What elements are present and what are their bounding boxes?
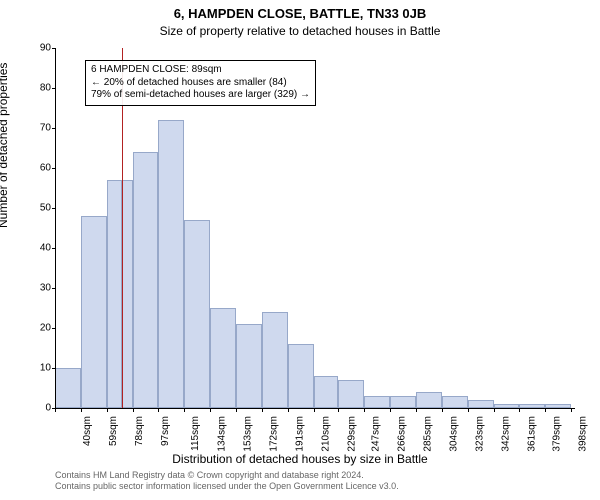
histogram-bar	[288, 344, 314, 408]
x-tick	[468, 408, 469, 412]
histogram-bar	[210, 308, 236, 408]
y-tick	[52, 168, 56, 169]
x-tick-label: 59sqm	[108, 416, 119, 446]
annotation-box: 6 HAMPDEN CLOSE: 89sqm ← 20% of detached…	[85, 60, 316, 106]
y-tick	[52, 288, 56, 289]
histogram-bar	[314, 376, 339, 408]
y-tick-label: 0	[11, 403, 51, 414]
attribution-line1: Contains HM Land Registry data © Crown c…	[55, 470, 399, 481]
x-tick	[236, 408, 237, 412]
histogram-bar	[338, 380, 364, 408]
x-tick	[314, 408, 315, 412]
x-tick	[494, 408, 495, 412]
histogram-bar	[184, 220, 210, 408]
x-tick	[133, 408, 134, 412]
x-tick-label: 210sqm	[320, 416, 331, 452]
x-tick	[519, 408, 520, 412]
x-tick-label: 78sqm	[134, 416, 145, 446]
x-tick-label: 342sqm	[501, 416, 512, 452]
annotation-line1: 6 HAMPDEN CLOSE: 89sqm	[91, 64, 310, 77]
attribution-line2: Contains public sector information licen…	[55, 481, 399, 492]
chart-subtitle: Size of property relative to detached ho…	[0, 24, 600, 38]
x-tick	[158, 408, 159, 412]
x-tick-label: 266sqm	[397, 416, 408, 452]
x-tick-label: 247sqm	[371, 416, 382, 452]
x-tick	[210, 408, 211, 412]
annotation-line2: ← 20% of detached houses are smaller (84…	[91, 77, 310, 90]
x-tick-label: 323sqm	[475, 416, 486, 452]
y-tick-label: 40	[11, 243, 51, 254]
y-tick	[52, 88, 56, 89]
histogram-bar	[81, 216, 107, 408]
x-tick	[107, 408, 108, 412]
x-tick	[571, 408, 572, 412]
histogram-bar	[55, 368, 81, 408]
histogram-bar	[442, 396, 468, 408]
histogram-bar	[158, 120, 184, 408]
y-tick-label: 10	[11, 363, 51, 374]
y-tick-label: 90	[11, 43, 51, 54]
property-size-chart: 6, HAMPDEN CLOSE, BATTLE, TN33 0JB Size …	[0, 0, 600, 500]
x-tick	[184, 408, 185, 412]
x-tick	[338, 408, 339, 412]
histogram-bar	[107, 180, 122, 408]
y-tick	[52, 128, 56, 129]
x-tick	[442, 408, 443, 412]
histogram-bar	[390, 396, 416, 408]
x-tick-label: 191sqm	[294, 416, 305, 452]
attribution-text: Contains HM Land Registry data © Crown c…	[55, 470, 399, 492]
x-tick-label: 229sqm	[346, 416, 357, 452]
x-tick-label: 153sqm	[242, 416, 253, 452]
x-tick-label: 304sqm	[449, 416, 460, 452]
y-tick-label: 20	[11, 323, 51, 334]
x-axis-title: Distribution of detached houses by size …	[0, 452, 600, 466]
y-tick-label: 80	[11, 83, 51, 94]
y-tick-label: 70	[11, 123, 51, 134]
x-tick-label: 134sqm	[216, 416, 227, 452]
histogram-bar	[468, 400, 494, 408]
chart-title-address: 6, HAMPDEN CLOSE, BATTLE, TN33 0JB	[0, 6, 600, 21]
x-tick	[545, 408, 546, 412]
histogram-bar	[364, 396, 390, 408]
histogram-bar	[262, 312, 288, 408]
x-tick	[288, 408, 289, 412]
y-tick-label: 30	[11, 283, 51, 294]
histogram-bar	[122, 180, 133, 408]
histogram-bar	[416, 392, 442, 408]
y-tick	[52, 208, 56, 209]
x-tick-label: 398sqm	[577, 416, 588, 452]
y-tick	[52, 248, 56, 249]
x-tick-label: 361sqm	[527, 416, 538, 452]
x-tick-label: 97sqm	[160, 416, 171, 446]
x-tick-label: 285sqm	[423, 416, 434, 452]
annotation-line3: 79% of semi-detached houses are larger (…	[91, 89, 310, 102]
y-tick	[52, 48, 56, 49]
y-tick	[52, 368, 56, 369]
x-tick	[262, 408, 263, 412]
x-tick-label: 379sqm	[551, 416, 562, 452]
histogram-bar	[236, 324, 262, 408]
y-tick-label: 60	[11, 163, 51, 174]
histogram-bar	[133, 152, 158, 408]
x-tick	[416, 408, 417, 412]
y-tick	[52, 328, 56, 329]
y-axis-line	[55, 48, 56, 408]
y-axis-title: Number of detached properties	[0, 63, 10, 228]
x-tick-label: 40sqm	[82, 416, 93, 446]
x-tick	[81, 408, 82, 412]
x-tick-label: 172sqm	[268, 416, 279, 452]
x-tick-label: 115sqm	[189, 416, 200, 451]
x-tick	[364, 408, 365, 412]
x-tick	[55, 408, 56, 412]
y-tick-label: 50	[11, 203, 51, 214]
x-tick	[390, 408, 391, 412]
